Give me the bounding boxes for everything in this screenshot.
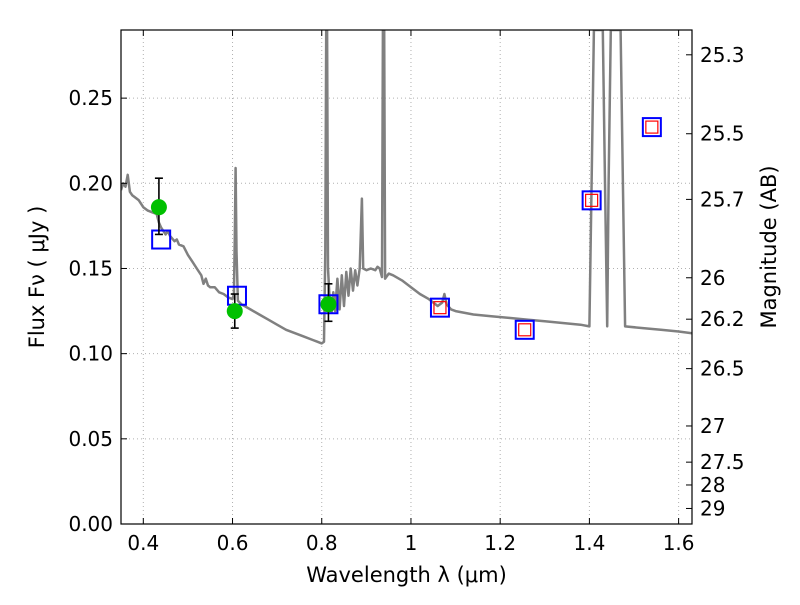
x-tick-label: 0.8 xyxy=(306,531,338,555)
y-tick-label: 0.00 xyxy=(68,512,113,536)
upper-limit-marker xyxy=(518,323,532,337)
model-flux-marker xyxy=(151,229,172,250)
template-spectrum-line xyxy=(121,30,692,345)
upper-limit-marker xyxy=(645,120,659,134)
y-tick-label: 0.15 xyxy=(68,256,113,280)
plot-frame xyxy=(120,29,693,525)
series-layer xyxy=(121,30,692,345)
x-tick-label: 0.4 xyxy=(127,531,159,555)
right-axis-title: Magnitude (AB) xyxy=(757,165,781,328)
x-tick-label: 1 xyxy=(405,531,418,555)
model-flux-marker xyxy=(641,117,662,138)
y-tick-label: 0.10 xyxy=(68,342,113,366)
x-tick-label: 0.6 xyxy=(217,531,249,555)
x-tick-label: 1.2 xyxy=(484,531,516,555)
upper-limit-marker xyxy=(585,193,599,207)
right-tick-label: 27 xyxy=(700,414,725,438)
y-axis-title: Flux Fν ( μJy ) xyxy=(25,206,49,349)
model-flux-marker xyxy=(581,190,602,211)
y-tick-label: 0.25 xyxy=(68,86,113,110)
observed-flux-point xyxy=(320,296,337,313)
x-tick-label: 1.4 xyxy=(573,531,605,555)
right-tick-label: 28 xyxy=(700,473,725,497)
right-tick-label: 25.5 xyxy=(700,122,745,146)
x-tick-label: 1.6 xyxy=(663,531,695,555)
right-tick-label: 25.7 xyxy=(700,187,745,211)
right-tick-label: 26.5 xyxy=(700,357,745,381)
right-tick-label: 29 xyxy=(700,496,725,520)
observed-flux-point xyxy=(226,303,243,320)
right-tick-label: 25.3 xyxy=(700,43,745,67)
y-tick-label: 0.20 xyxy=(68,171,113,195)
right-tick-label: 27.5 xyxy=(700,450,745,474)
model-flux-marker xyxy=(514,319,535,340)
upper-limit-marker xyxy=(433,301,447,315)
model-flux-marker xyxy=(429,297,450,318)
right-tick-label: 26.2 xyxy=(700,307,745,331)
y-tick-label: 0.05 xyxy=(68,427,113,451)
x-axis-title: Wavelength λ (μm) xyxy=(306,563,507,587)
tick-layer: 0.4 0.6 0.8 1 1.2 1.4 1.6 0.00 0.05 0.10 0.15 0.20 0… xyxy=(68,30,745,555)
observed-flux-point xyxy=(150,199,167,216)
right-tick-label: 26 xyxy=(700,266,725,290)
